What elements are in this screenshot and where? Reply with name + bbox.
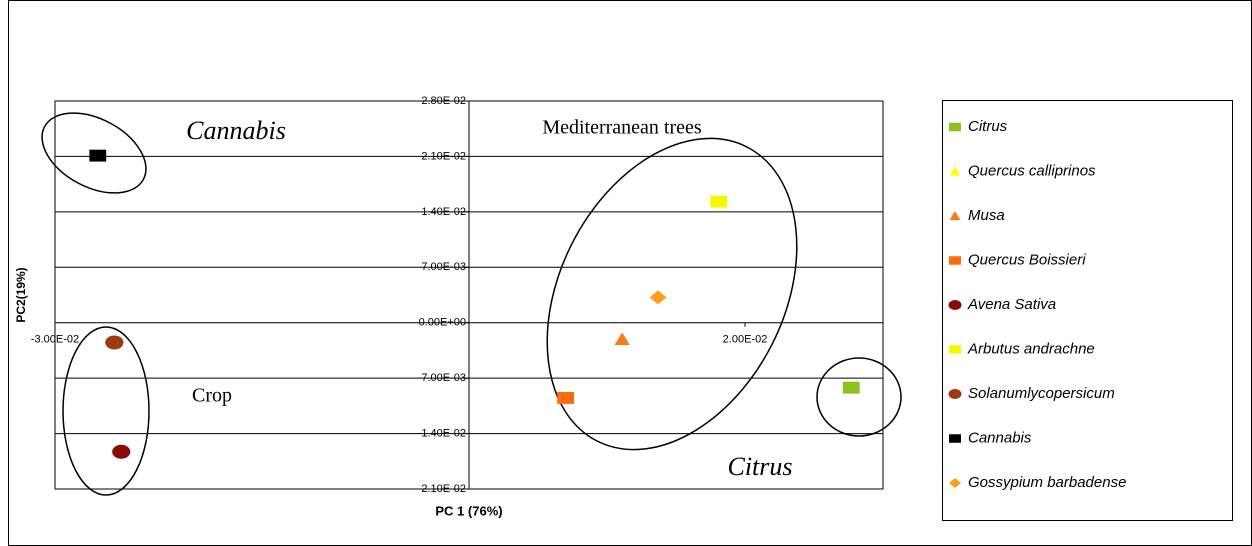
point	[710, 195, 728, 208]
group-ellipse	[41, 112, 147, 194]
y-tick-label: -2.10E-02	[418, 483, 466, 495]
point	[557, 391, 574, 404]
legend-box	[942, 100, 1233, 521]
legend-label: Citrus	[968, 118, 1008, 135]
y-tick-label: -7.00E-03	[418, 372, 466, 384]
legend-label: Gossypium barbadense	[968, 474, 1126, 491]
y-axis-label: PC2(19%)	[14, 267, 28, 322]
x-tick-label: 2.00E-02	[723, 334, 768, 346]
point	[105, 335, 124, 350]
legend-marker	[949, 122, 961, 132]
point	[649, 290, 667, 305]
legend-marker	[949, 211, 961, 220]
annotation: Crop	[192, 385, 232, 407]
annotation: Citrus	[727, 452, 792, 481]
group-ellipse	[546, 137, 798, 451]
y-tick-label: 2.10E-02	[421, 150, 466, 162]
legend-marker	[948, 389, 962, 399]
legend-label: Cannabis	[968, 429, 1032, 446]
legend-label: Musa	[968, 207, 1005, 224]
y-tick-label: -1.40E-02	[418, 427, 466, 439]
legend-marker	[949, 478, 961, 488]
point	[89, 149, 107, 162]
y-tick-label: 1.40E-02	[421, 206, 466, 218]
point	[614, 332, 630, 345]
annotation: Cannabis	[186, 116, 286, 145]
legend-label: Avena Sativa	[967, 296, 1056, 313]
legend-label: Solanumlycopersicum	[968, 385, 1115, 402]
group-ellipse	[816, 357, 902, 437]
legend-label: Quercus calliprinos	[968, 162, 1096, 179]
legend-label: Arbutus andrachne	[967, 340, 1095, 357]
legend-marker	[949, 434, 961, 443]
y-tick-label: 0.00E+00	[419, 317, 466, 329]
point	[842, 381, 860, 394]
legend-marker	[949, 166, 961, 176]
group-ellipse	[62, 326, 150, 496]
legend-marker	[948, 300, 962, 310]
y-tick-label: 2.80E-02	[421, 95, 466, 107]
point	[112, 444, 131, 459]
x-axis-label: PC 1 (76%)	[435, 503, 502, 518]
legend-marker	[949, 345, 961, 354]
legend-marker	[949, 256, 961, 265]
annotation: Mediterranean trees	[542, 117, 702, 139]
legend-label: Quercus Boissieri	[968, 251, 1086, 268]
y-tick-label: 7.00E-03	[421, 261, 466, 273]
x-tick-label: -3.00E-02	[31, 334, 79, 346]
